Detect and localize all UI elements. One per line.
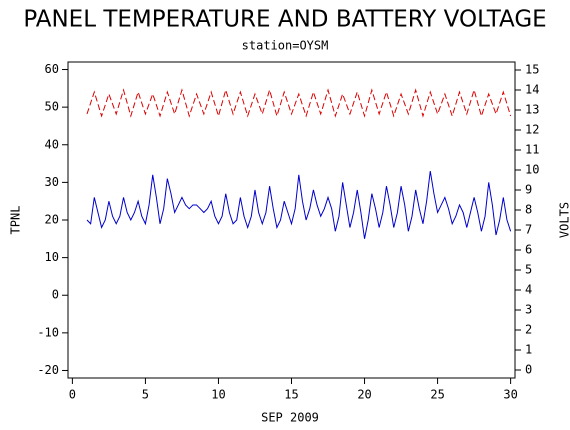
x-tick-label: 20 [357, 388, 371, 402]
y2-tick-label: 12 [525, 123, 539, 137]
y2-tick-label: 13 [525, 103, 539, 117]
series-line [86, 88, 512, 118]
y2-tick-label: 4 [525, 283, 532, 297]
x-tick-label: 0 [69, 388, 76, 402]
y2-tick-label: 0 [525, 363, 532, 377]
y-tick-label: 50 [45, 100, 59, 114]
y-tick-label: 20 [45, 213, 59, 227]
x-tick-label: 25 [430, 388, 444, 402]
y2-tick-label: 10 [525, 163, 539, 177]
y2-tick-label: 6 [525, 243, 532, 257]
y2-tick-label: 5 [525, 263, 532, 277]
x-tick-label: 15 [284, 388, 298, 402]
y2-tick-label: 2 [525, 323, 532, 337]
y-tick-label: 60 [45, 62, 59, 76]
y2-tick-label: 7 [525, 223, 532, 237]
chart-subtitle: station=OYSM [242, 39, 329, 53]
plot-frame [67, 61, 516, 379]
x-tick-label: 30 [503, 388, 517, 402]
y-tick-label: 10 [45, 250, 59, 264]
series-line [86, 171, 512, 239]
y-tick-label: 0 [52, 288, 59, 302]
y2-tick-label: 8 [525, 203, 532, 217]
y2-tick-label: 11 [525, 143, 539, 157]
y2-tick-label: 14 [525, 83, 539, 97]
y-axis-label: TPNL [9, 206, 23, 235]
y-tick-label: -20 [37, 363, 59, 377]
chart-title: PANEL TEMPERATURE AND BATTERY VOLTAGE [23, 7, 546, 33]
y-tick-label: -10 [37, 325, 59, 339]
y2-tick-label: 15 [525, 63, 539, 77]
y2-tick-label: 3 [525, 303, 532, 317]
y-tick-label: 40 [45, 137, 59, 151]
y2-tick-label: 9 [525, 183, 532, 197]
x-tick-label: 10 [211, 388, 225, 402]
y-tick-label: 30 [45, 175, 59, 189]
x-tick-label: 5 [142, 388, 149, 402]
y2-tick-label: 1 [525, 343, 532, 357]
x-axis-label: SEP 2009 [261, 411, 319, 425]
y2-axis-label: VOLTS [558, 202, 570, 238]
